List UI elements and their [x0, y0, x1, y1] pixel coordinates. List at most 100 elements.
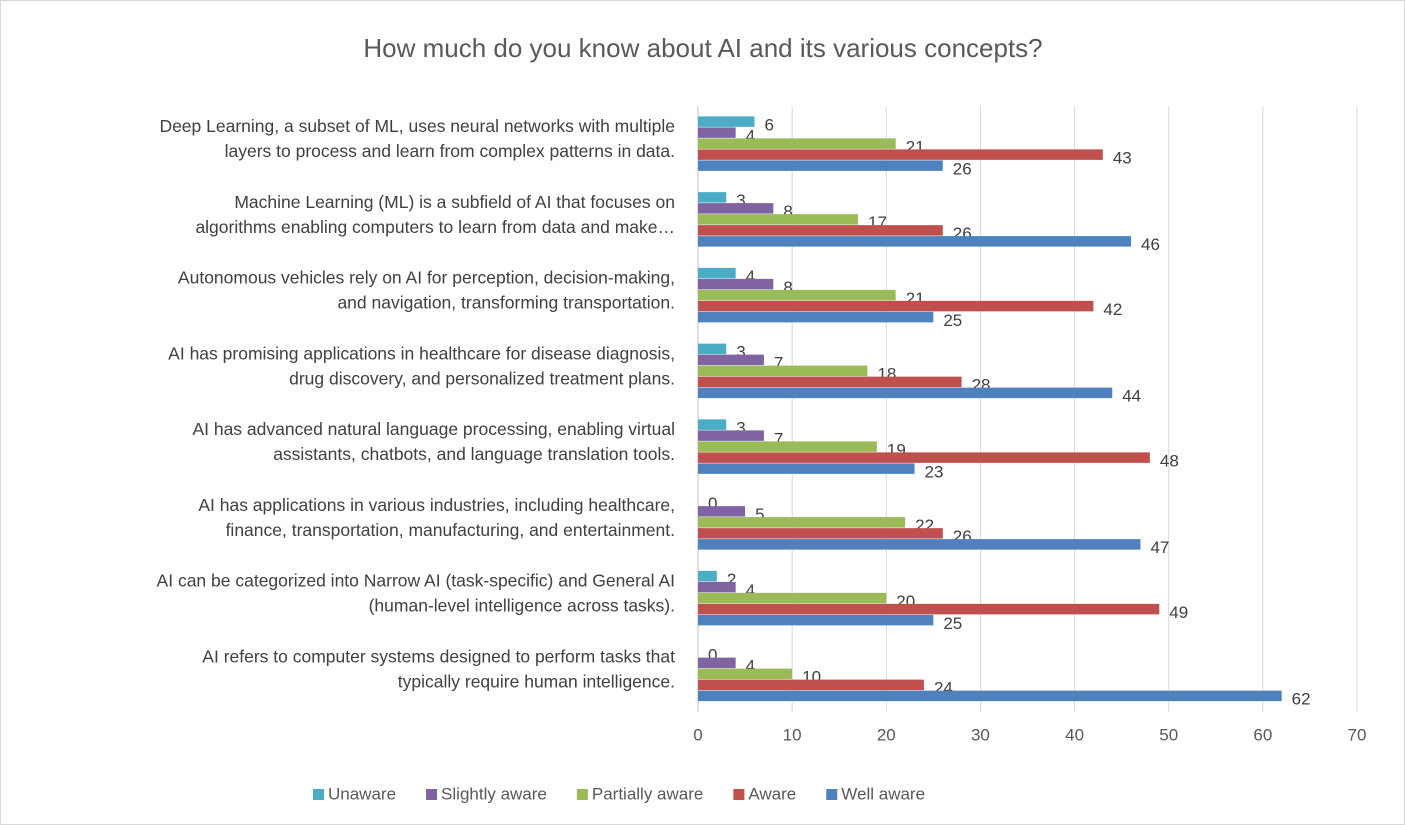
bar	[698, 160, 943, 171]
bar	[698, 581, 736, 593]
data-label: 8	[783, 202, 792, 221]
bar	[698, 354, 764, 366]
data-label: 3	[736, 418, 745, 437]
bar	[698, 149, 1103, 160]
data-label: 25	[943, 311, 962, 330]
bar	[698, 570, 717, 582]
legend-swatch	[426, 789, 438, 800]
legend-label: Unaware	[328, 784, 396, 803]
bar	[698, 387, 1113, 399]
data-label: 43	[1113, 148, 1132, 167]
legend-swatch	[313, 789, 324, 800]
data-label: 8	[783, 278, 792, 297]
data-label: 6	[764, 115, 773, 134]
data-label: 0	[708, 646, 717, 665]
data-label: 2	[727, 570, 736, 589]
data-label: 4	[746, 267, 755, 286]
bar	[698, 430, 764, 441]
legend-swatch	[826, 789, 838, 800]
bar	[698, 668, 793, 680]
data-label: 46	[1141, 235, 1160, 254]
data-label: 62	[1292, 690, 1311, 709]
chart-title: How much do you know about AI and its va…	[363, 33, 1042, 63]
data-label: 47	[1150, 538, 1169, 557]
category-label: Machine Learning (ML) is a subfield of A…	[234, 192, 675, 212]
data-label: 4	[746, 126, 755, 145]
x-tick-label: 0	[693, 725, 702, 744]
data-label: 25	[943, 614, 962, 633]
category-label: typically require human intelligence.	[398, 671, 675, 691]
category-label: assistants, chatbots, and language trans…	[273, 444, 675, 464]
bar	[698, 289, 896, 301]
category-label: AI has advanced natural language process…	[192, 419, 675, 439]
bar	[698, 192, 727, 203]
x-tick-label: 60	[1253, 725, 1272, 744]
category-label: drug discovery, and personalized treatme…	[289, 368, 675, 388]
data-label: 7	[774, 429, 783, 448]
data-label: 4	[746, 581, 755, 600]
data-label: 7	[774, 354, 783, 373]
category-label: Deep Learning, a subset of ML, uses neur…	[159, 116, 675, 136]
bar	[698, 506, 746, 517]
bar	[698, 657, 736, 669]
bar	[698, 267, 736, 279]
data-label: 0	[708, 494, 717, 513]
bar	[698, 116, 755, 127]
category-label: finance, transportation, manufacturing, …	[226, 520, 675, 540]
bar	[698, 517, 906, 528]
category-label: AI has promising applications in healthc…	[168, 343, 675, 363]
bar	[698, 278, 774, 290]
bar	[698, 225, 943, 236]
category-label: layers to process and learn from complex…	[225, 141, 675, 161]
bar	[698, 614, 934, 626]
legend-label: Slightly aware	[441, 784, 547, 803]
bar	[698, 236, 1132, 247]
data-label: 48	[1160, 451, 1179, 470]
category-label: algorithms enabling computers to learn f…	[195, 217, 675, 237]
data-label: 23	[925, 462, 944, 481]
x-tick-label: 70	[1348, 725, 1367, 744]
bar	[698, 690, 1282, 702]
data-label: 3	[736, 343, 745, 362]
bar	[698, 592, 887, 604]
data-label: 49	[1169, 603, 1188, 622]
bar	[698, 203, 774, 214]
category-label: and navigation, transforming transportat…	[337, 293, 675, 313]
bar	[698, 311, 934, 323]
x-tick-label: 20	[877, 725, 896, 744]
bar	[698, 539, 1141, 550]
bar	[698, 343, 727, 355]
data-label: 44	[1122, 387, 1141, 406]
x-tick-label: 40	[1065, 725, 1084, 744]
data-label: 26	[953, 159, 972, 178]
legend-swatch	[733, 789, 745, 800]
bar	[698, 138, 896, 149]
bar	[698, 679, 924, 691]
bar	[698, 463, 915, 474]
bar	[698, 365, 868, 377]
bar	[698, 127, 736, 138]
x-tick-label: 30	[971, 725, 990, 744]
bar	[698, 376, 962, 388]
category-label: AI refers to computer systems designed t…	[202, 646, 675, 666]
category-label: AI has applications in various industrie…	[198, 495, 675, 515]
data-label: 5	[755, 505, 764, 524]
data-label: 42	[1103, 300, 1122, 319]
bar	[698, 603, 1160, 615]
x-tick-label: 50	[1159, 725, 1178, 744]
legend-label: Well aware	[841, 784, 925, 803]
x-tick-label: 10	[783, 725, 802, 744]
category-label: AI can be categorized into Narrow AI (ta…	[157, 571, 675, 591]
legend-swatch	[576, 789, 588, 800]
data-label: 4	[746, 657, 755, 676]
bar	[698, 441, 877, 452]
bar	[698, 419, 727, 430]
bar	[698, 528, 943, 539]
bar	[698, 452, 1150, 463]
legend-label: Aware	[748, 784, 796, 803]
legend-label: Partially aware	[592, 784, 704, 803]
data-label: 3	[736, 191, 745, 210]
category-label: (human-level intelligence across tasks).	[369, 596, 675, 616]
bar	[698, 300, 1094, 312]
